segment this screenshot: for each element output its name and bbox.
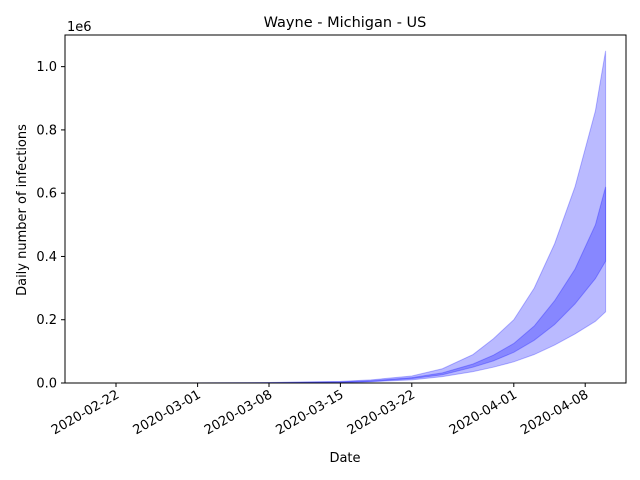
chart-title: Wayne - Michigan - US — [264, 15, 427, 31]
y-tick-label: 0.6 — [36, 187, 57, 202]
y-tick-label: 0.0 — [36, 377, 57, 392]
y-axis-label: Daily number of infections — [15, 124, 30, 296]
band-inner — [95, 186, 607, 384]
plot-frame — [64, 34, 627, 384]
y-tick-label: 0.4 — [36, 250, 57, 265]
y-tick-label: 1.0 — [36, 60, 57, 75]
y-tick-label: 0.8 — [36, 123, 57, 138]
y-axis-ticks: 0.0 0.2 0.4 0.6 0.8 1.0 — [36, 60, 65, 392]
bands — [95, 50, 607, 384]
x-axis-label: Date — [329, 451, 360, 466]
band-outer — [95, 50, 607, 384]
y-axis-offset-label: 1e6 — [67, 20, 92, 35]
y-tick-label: 0.2 — [36, 313, 57, 328]
